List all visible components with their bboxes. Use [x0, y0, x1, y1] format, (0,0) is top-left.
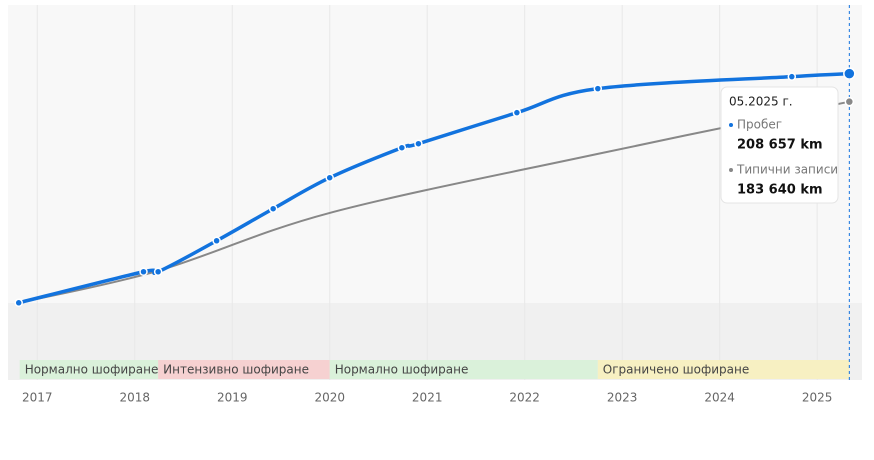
segment-band [597, 360, 850, 379]
data-point [843, 67, 856, 80]
data-point [153, 267, 163, 277]
data-point [414, 139, 423, 148]
segment-label: Интензивно шофиране [163, 363, 309, 377]
segment-label: Нормално шофиране [25, 363, 159, 377]
tooltip-dot [729, 123, 733, 127]
x-tick-label: 2017 [22, 391, 53, 405]
tooltip-dot [729, 168, 733, 172]
data-point [512, 108, 522, 117]
data-point [268, 204, 278, 213]
series-line [18, 100, 850, 304]
x-tick-label: 2022 [509, 391, 540, 405]
tooltip-box [720, 86, 839, 204]
segment-label: Нормално шофиране [335, 363, 469, 377]
tooltip: 05.2025 г. Пробег 208 657 km Типични записи… [720, 86, 839, 204]
x-tick-label: 2023 [607, 391, 638, 405]
tooltip-title: 05.2025 г. [729, 95, 793, 109]
tooltip-series-name: Пробег [737, 118, 782, 132]
x-tick-label: 2024 [704, 391, 735, 405]
data-point [593, 84, 603, 93]
x-tick-label: 2019 [217, 391, 248, 405]
segment-band [19, 360, 159, 379]
data-point [787, 72, 797, 81]
x-tick-label: 2018 [119, 391, 150, 405]
segment-label: Ограничено шофиране [603, 363, 749, 377]
tooltip-value: 208 657 km [737, 138, 823, 153]
segment-band [329, 360, 598, 379]
data-point [844, 96, 855, 107]
data-point [325, 173, 334, 182]
segment-band [158, 360, 330, 379]
tooltip-series-name: Типични записи [736, 163, 838, 177]
x-tick-label: 2021 [412, 391, 443, 405]
data-point [397, 143, 407, 152]
x-tick-label: 2020 [314, 391, 345, 405]
tooltip-value: 183 640 km [737, 183, 823, 198]
data-point [139, 267, 148, 277]
data-point [14, 298, 23, 308]
data-point [212, 236, 221, 245]
x-tick-label: 2025 [802, 391, 833, 405]
